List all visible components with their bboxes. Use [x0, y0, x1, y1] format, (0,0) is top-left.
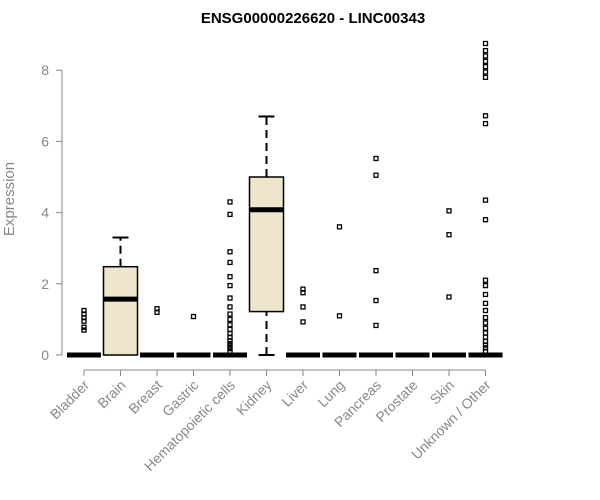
outlier-point	[190, 313, 197, 320]
box-group	[322, 224, 357, 358]
outlier-point	[300, 286, 306, 292]
outlier-point	[482, 282, 489, 289]
outlier-point	[81, 307, 87, 314]
outlier-point	[227, 311, 233, 317]
y-tick-label: 8	[41, 62, 49, 78]
outlier-point	[227, 322, 233, 328]
box-group	[359, 155, 393, 358]
outlier-point	[227, 348, 233, 355]
outlier-point	[227, 330, 233, 337]
x-tick-label: Bladder	[47, 377, 93, 423]
y-tick-label: 0	[41, 347, 49, 363]
x-tick-label: Kidney	[233, 377, 275, 419]
outlier-point	[482, 277, 489, 283]
outlier-point	[482, 40, 489, 47]
outlier-point	[227, 211, 233, 218]
box-group	[468, 40, 503, 358]
outlier-point	[227, 340, 233, 347]
box-group	[102, 236, 139, 356]
outlier-point	[154, 306, 160, 312]
outlier-point	[336, 313, 343, 319]
box-iqr	[248, 176, 285, 313]
outlier-point	[373, 322, 379, 329]
chart-title: ENSG00000226620 - LINC00343	[201, 10, 425, 27]
outlier-point	[482, 63, 489, 70]
outlier-point	[81, 327, 87, 333]
outlier-point	[446, 232, 452, 238]
outlier-point	[482, 314, 489, 321]
outlier-point	[482, 330, 489, 336]
outlier-point	[482, 197, 489, 203]
outlier-point	[227, 295, 233, 301]
outlier-point	[227, 274, 233, 280]
outlier-point	[482, 53, 489, 59]
outlier-point	[482, 307, 489, 314]
outlier-point	[482, 74, 489, 80]
y-axis: 0 2 4 6 8	[41, 62, 63, 363]
outlier-point	[300, 319, 306, 325]
box-group	[432, 208, 466, 358]
outlier-point	[227, 249, 233, 255]
outlier-point	[482, 345, 489, 351]
outlier-point	[373, 297, 379, 304]
outlier-point	[482, 120, 489, 127]
outlier-point	[482, 334, 489, 340]
outlier-point	[336, 224, 343, 230]
outlier-point	[482, 338, 489, 345]
outlier-point	[227, 259, 233, 266]
outlier-point	[482, 325, 489, 331]
box-group	[67, 307, 101, 358]
outlier-point	[446, 208, 452, 214]
outlier-point	[482, 69, 489, 75]
outlier-point	[227, 199, 233, 205]
outlier-point	[482, 320, 489, 326]
box-group	[286, 286, 320, 358]
outlier-point	[482, 300, 489, 307]
outlier-point	[227, 304, 233, 310]
outlier-point	[227, 326, 233, 333]
outlier-point	[446, 294, 452, 300]
box-group	[248, 115, 285, 356]
outlier-point	[373, 267, 379, 274]
outlier-point	[300, 304, 306, 310]
outlier-point	[482, 217, 489, 223]
outlier-point	[373, 155, 379, 162]
outlier-point	[482, 113, 489, 119]
y-tick-label: 2	[41, 276, 49, 292]
outlier-point	[482, 47, 489, 54]
outlier-point	[227, 282, 233, 289]
x-tick-label: Lung	[314, 377, 347, 410]
box-iqr	[102, 265, 139, 356]
y-tick-label: 6	[41, 133, 49, 149]
outlier-point	[482, 58, 489, 64]
x-tick-label: Skin	[427, 377, 458, 408]
box-group	[140, 306, 174, 358]
box-series	[67, 40, 503, 358]
y-tick-label: 4	[41, 205, 49, 221]
x-tick-label: Brain	[94, 377, 128, 411]
box-group	[176, 313, 211, 358]
outlier-point	[81, 324, 87, 330]
outlier-point	[373, 172, 379, 178]
outlier-point	[227, 316, 233, 323]
outlier-point	[482, 291, 489, 298]
x-tick-label: Liver	[278, 377, 311, 410]
box-group	[213, 199, 247, 358]
x-tick-label: Breast	[125, 377, 165, 417]
y-axis-label: Expression	[1, 162, 18, 236]
